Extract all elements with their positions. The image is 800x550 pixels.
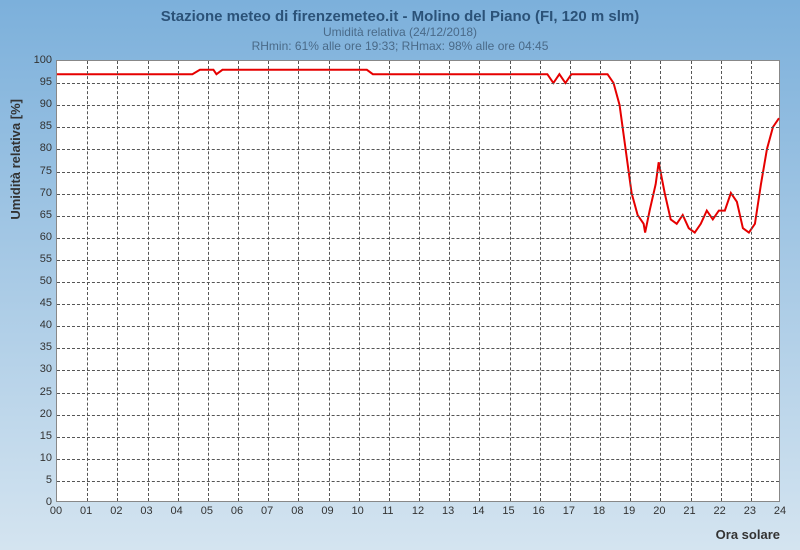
gridline-h [57,348,779,349]
gridline-v [691,61,692,501]
xtick-label: 16 [533,505,545,517]
gridline-v [721,61,722,501]
xtick-label: 02 [110,505,122,517]
ytick-label: 30 [22,363,52,375]
ytick-label: 45 [22,297,52,309]
plot-area [56,60,780,502]
gridline-v [87,61,88,501]
gridline-h [57,83,779,84]
gridline-v [329,61,330,501]
xtick-label: 01 [80,505,92,517]
gridline-v [419,61,420,501]
xtick-label: 14 [472,505,484,517]
xtick-label: 08 [291,505,303,517]
xtick-label: 13 [442,505,454,517]
ytick-label: 20 [22,408,52,420]
gridline-h [57,149,779,150]
chart-subtitle: Umidità relativa (24/12/2018) [0,25,800,39]
ytick-label: 50 [22,275,52,287]
gridline-v [600,61,601,501]
ytick-label: 25 [22,386,52,398]
gridline-v [540,61,541,501]
xtick-label: 09 [321,505,333,517]
gridline-h [57,260,779,261]
x-axis-label: Ora solare [716,527,780,542]
ytick-label: 55 [22,253,52,265]
gridline-h [57,459,779,460]
ytick-label: 80 [22,142,52,154]
ytick-label: 100 [22,54,52,66]
gridline-v [389,61,390,501]
ytick-label: 40 [22,319,52,331]
xtick-label: 00 [50,505,62,517]
gridline-h [57,393,779,394]
ytick-label: 85 [22,120,52,132]
gridline-h [57,172,779,173]
gridline-v [570,61,571,501]
ytick-label: 90 [22,98,52,110]
gridline-v [510,61,511,501]
gridline-v [630,61,631,501]
xtick-label: 12 [412,505,424,517]
chart-subtitle2: RHmin: 61% alle ore 19:33; RHmax: 98% al… [0,39,800,53]
ytick-label: 35 [22,341,52,353]
ytick-label: 65 [22,209,52,221]
gridline-v [117,61,118,501]
gridline-v [751,61,752,501]
xtick-label: 04 [171,505,183,517]
xtick-label: 21 [683,505,695,517]
gridline-h [57,326,779,327]
gridline-v [359,61,360,501]
ytick-label: 5 [22,474,52,486]
gridline-h [57,216,779,217]
gridline-h [57,105,779,106]
gridline-v [268,61,269,501]
ytick-label: 75 [22,165,52,177]
gridline-h [57,282,779,283]
xtick-label: 05 [201,505,213,517]
xtick-label: 15 [502,505,514,517]
gridline-v [479,61,480,501]
xtick-label: 17 [563,505,575,517]
xtick-label: 20 [653,505,665,517]
gridline-v [449,61,450,501]
gridline-v [208,61,209,501]
xtick-label: 06 [231,505,243,517]
gridline-h [57,437,779,438]
xtick-label: 11 [382,505,393,517]
xtick-label: 24 [774,505,786,517]
chart-title: Stazione meteo di firenzemeteo.it - Moli… [0,0,800,25]
ytick-label: 15 [22,430,52,442]
gridline-v [238,61,239,501]
xtick-label: 22 [714,505,726,517]
ytick-label: 60 [22,231,52,243]
ytick-label: 10 [22,452,52,464]
ytick-label: 95 [22,76,52,88]
xtick-label: 07 [261,505,273,517]
ytick-label: 0 [22,496,52,508]
gridline-v [178,61,179,501]
gridline-v [148,61,149,501]
xtick-label: 18 [593,505,605,517]
xtick-label: 03 [140,505,152,517]
gridline-h [57,415,779,416]
xtick-label: 23 [744,505,756,517]
gridline-v [298,61,299,501]
y-axis-label: Umidità relativa [%] [8,99,23,220]
gridline-h [57,304,779,305]
ytick-label: 70 [22,187,52,199]
gridline-h [57,194,779,195]
xtick-label: 19 [623,505,635,517]
gridline-h [57,238,779,239]
gridline-v [660,61,661,501]
gridline-h [57,370,779,371]
xtick-label: 10 [352,505,364,517]
gridline-h [57,481,779,482]
gridline-h [57,127,779,128]
